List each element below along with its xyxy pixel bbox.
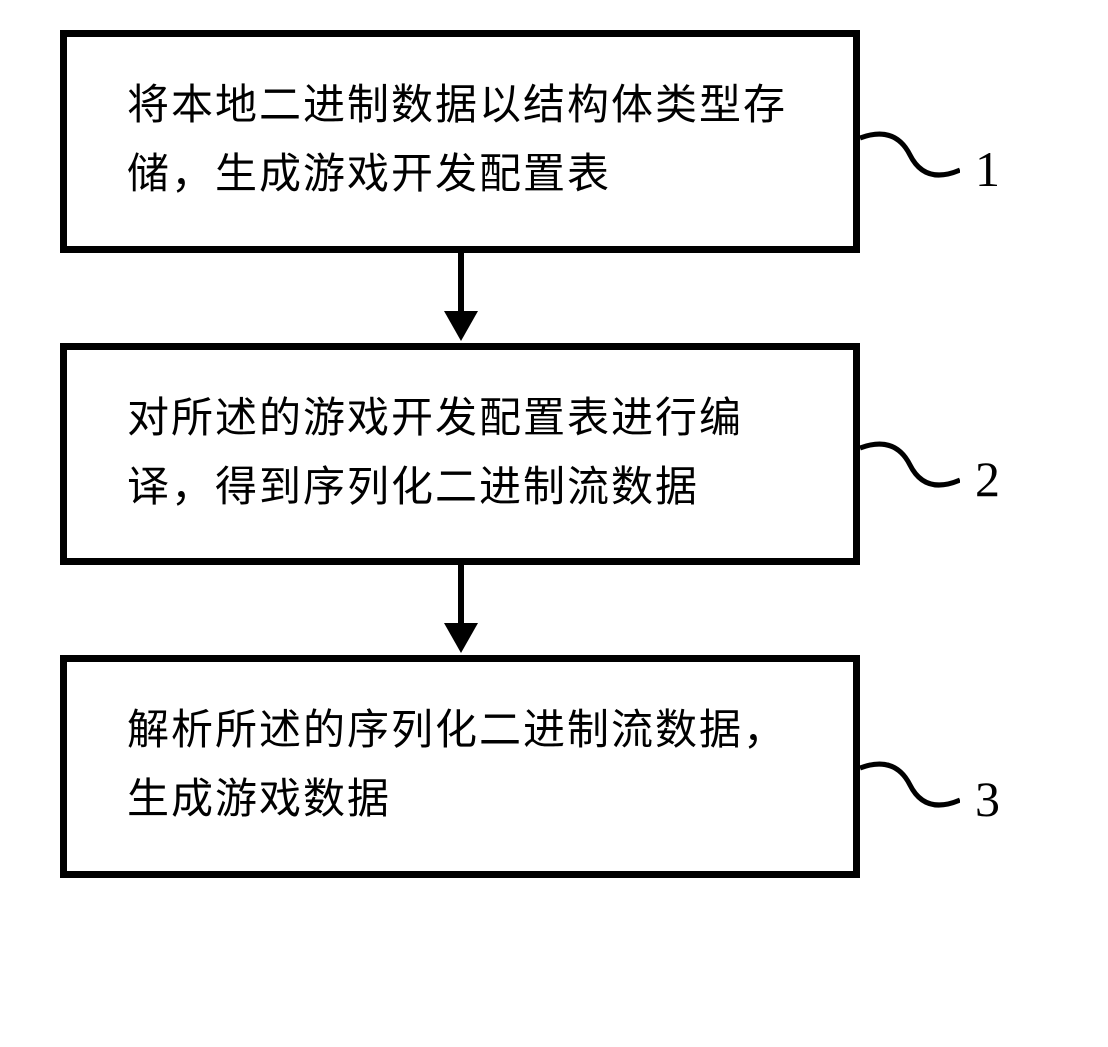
- arrow-head-icon: [444, 623, 478, 653]
- flowchart-arrow-1to2: [60, 253, 860, 343]
- flowchart-node-step1: 将本地二进制数据以结构体类型存储，生成游戏开发配置表: [60, 30, 860, 253]
- flowchart-diagram: 将本地二进制数据以结构体类型存储，生成游戏开发配置表 1 对所述的游戏开发配置表…: [60, 30, 960, 878]
- arrow-line: [458, 253, 464, 318]
- label-connector-2: [860, 430, 960, 500]
- label-connector-1: [860, 120, 960, 190]
- flowchart-arrow-2to3: [60, 565, 860, 655]
- node-text: 将本地二进制数据以结构体类型存储，生成游戏开发配置表: [127, 72, 823, 211]
- node-label-2: 2: [975, 450, 1000, 508]
- node-label-1: 1: [975, 140, 1000, 198]
- arrow-line: [458, 565, 464, 630]
- flowchart-node-step3: 解析所述的序列化二进制流数据，生成游戏数据: [60, 655, 860, 878]
- node-label-3: 3: [975, 770, 1000, 828]
- node-text: 对所述的游戏开发配置表进行编译，得到序列化二进制流数据: [127, 385, 823, 524]
- arrow-head-icon: [444, 311, 478, 341]
- node-text: 解析所述的序列化二进制流数据，生成游戏数据: [127, 697, 823, 836]
- flowchart-node-step2: 对所述的游戏开发配置表进行编译，得到序列化二进制流数据: [60, 343, 860, 566]
- label-connector-3: [860, 750, 960, 820]
